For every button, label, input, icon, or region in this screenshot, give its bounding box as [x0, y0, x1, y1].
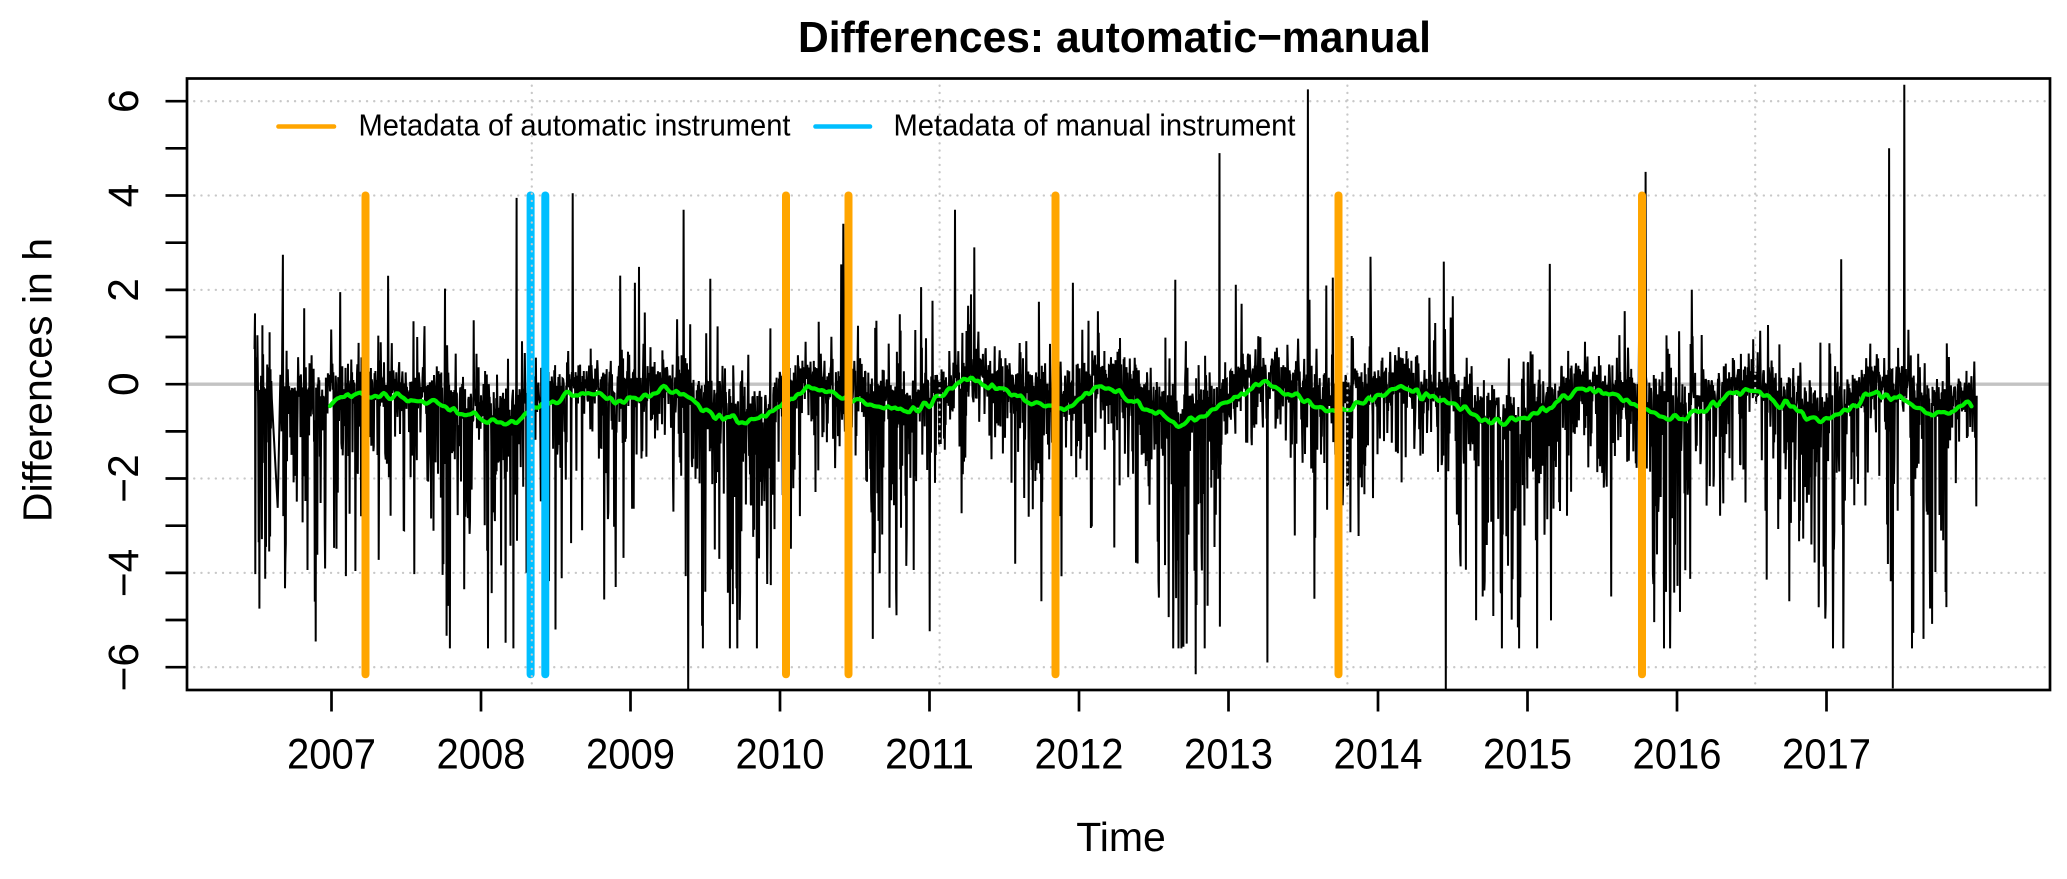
svg-text:2007: 2007: [287, 731, 376, 779]
svg-text:2012: 2012: [1035, 731, 1124, 779]
svg-text:−4: −4: [101, 549, 148, 597]
svg-text:2009: 2009: [586, 731, 675, 779]
svg-text:Time: Time: [1076, 814, 1166, 860]
svg-text:4: 4: [101, 184, 148, 208]
svg-text:2008: 2008: [437, 731, 526, 779]
svg-text:6: 6: [101, 89, 148, 113]
svg-text:2: 2: [101, 278, 148, 302]
svg-text:2013: 2013: [1184, 731, 1273, 779]
svg-text:2015: 2015: [1483, 731, 1572, 779]
svg-text:−6: −6: [101, 643, 148, 691]
svg-text:2014: 2014: [1334, 731, 1423, 779]
svg-text:2017: 2017: [1782, 731, 1871, 779]
svg-text:0: 0: [101, 372, 148, 396]
svg-text:2010: 2010: [736, 731, 825, 779]
svg-text:Differences in h: Differences in h: [15, 238, 61, 522]
svg-text:−2: −2: [101, 454, 148, 502]
svg-text:Differences: automatic−manual: Differences: automatic−manual: [798, 13, 1431, 62]
svg-text:2016: 2016: [1633, 731, 1722, 779]
svg-text:2011: 2011: [885, 731, 974, 779]
svg-text:Metadata of manual instrument: Metadata of manual instrument: [894, 107, 1296, 142]
svg-text:Metadata of automatic instrume: Metadata of automatic instrument: [359, 107, 791, 142]
